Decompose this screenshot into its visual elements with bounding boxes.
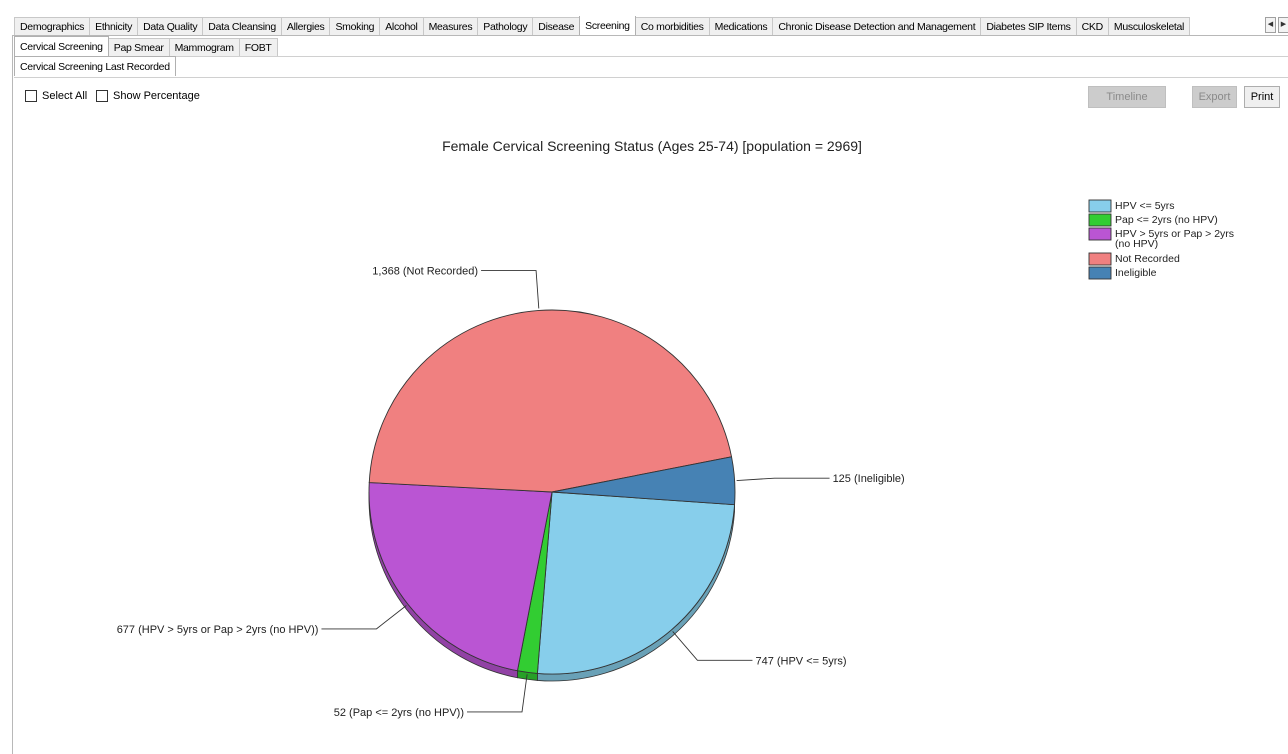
leader-line bbox=[467, 674, 528, 713]
data-label: 747 (HPV <= 5yrs) bbox=[755, 655, 846, 667]
leader-line bbox=[672, 631, 753, 661]
data-label: 52 (Pap <= 2yrs (no HPV)) bbox=[334, 707, 464, 719]
show-percentage-checkbox[interactable]: Show Percentage bbox=[96, 90, 200, 102]
tab-pathology[interactable]: Pathology bbox=[477, 17, 534, 35]
select-all-checkbox[interactable]: Select All bbox=[25, 90, 87, 102]
chart-legend: HPV <= 5yrs Pap <= 2yrs (no HPV) HPV > 5yr… bbox=[1088, 199, 1234, 280]
timeline-button[interactable]: Timeline bbox=[1088, 86, 1166, 108]
leader-line bbox=[321, 605, 407, 630]
tab-ckd[interactable]: CKD bbox=[1075, 17, 1109, 35]
legend-label: HPV > 5yrs or Pap > 2yrs bbox=[1115, 228, 1234, 240]
data-label: 677 (HPV > 5yrs or Pap > 2yrs (no HPV)) bbox=[117, 624, 319, 636]
tab-diabetes-sip-items[interactable]: Diabetes SIP Items bbox=[980, 17, 1077, 35]
tab-ethnicity[interactable]: Ethnicity bbox=[89, 17, 139, 35]
checkbox-box[interactable] bbox=[96, 90, 108, 102]
cervical-tab-bar: Cervical Screening Last Recorded bbox=[14, 56, 176, 76]
export-button[interactable]: Export bbox=[1192, 86, 1237, 108]
pie-slice-ineligible[interactable] bbox=[551, 456, 736, 506]
tab-scroll-left-button[interactable]: ◀ bbox=[1265, 17, 1276, 33]
subtab-cervical-screening[interactable]: Cervical Screening bbox=[14, 36, 109, 56]
frame-border bbox=[12, 35, 13, 754]
legend-label: Not Recorded bbox=[1115, 253, 1180, 265]
tab-allergies[interactable]: Allergies bbox=[280, 17, 331, 35]
show-percentage-label: Show Percentage bbox=[113, 90, 200, 102]
legend-swatch bbox=[1088, 199, 1112, 213]
print-button[interactable]: Print bbox=[1244, 86, 1280, 108]
tab-scroll-right-button[interactable]: ▶ bbox=[1278, 17, 1288, 33]
tab-data-cleansing[interactable]: Data Cleansing bbox=[202, 17, 282, 35]
tab-smoking[interactable]: Smoking bbox=[329, 17, 381, 35]
leader-line bbox=[481, 270, 540, 309]
legend-swatch bbox=[1088, 213, 1112, 227]
checkbox-box[interactable] bbox=[25, 90, 37, 102]
pie-slice-hpv-5yrs[interactable] bbox=[536, 491, 736, 675]
pie-slice-not-recorded[interactable] bbox=[368, 309, 733, 493]
tab-data-quality[interactable]: Data Quality bbox=[137, 17, 204, 35]
chart-title: Female Cervical Screening Status (Ages 2… bbox=[442, 138, 862, 154]
subtab-fobt[interactable]: FOBT bbox=[238, 38, 278, 56]
select-all-label: Select All bbox=[42, 90, 88, 102]
screening-tab-bar: Cervical Screening Pap Smear Mammogram FOBT bbox=[14, 36, 278, 56]
data-label: 1,368 (Not Recorded) bbox=[372, 266, 478, 278]
subtab-mammogram[interactable]: Mammogram bbox=[168, 38, 240, 56]
tab-medications[interactable]: Medications bbox=[708, 17, 774, 35]
leader-line bbox=[736, 477, 830, 481]
tab-divider bbox=[14, 56, 1288, 57]
legend-swatch bbox=[1088, 252, 1112, 266]
data-label: 125 (Ineligible) bbox=[833, 473, 905, 485]
tab-chronic-disease-detection-and-management[interactable]: Chronic Disease Detection and Management bbox=[772, 17, 982, 35]
pie-slice-hpv-5yrs-or-pap-2yrs-no-hpv[interactable] bbox=[368, 482, 553, 672]
legend-label: Ineligible bbox=[1115, 267, 1157, 279]
legend-swatch bbox=[1088, 227, 1112, 241]
tab-alcohol[interactable]: Alcohol bbox=[379, 17, 424, 35]
subtab-cervical-screening-last-recorded[interactable]: Cervical Screening Last Recorded bbox=[14, 56, 176, 76]
tab-screening[interactable]: Screening bbox=[579, 16, 636, 35]
tab-co-morbidities[interactable]: Co morbidities bbox=[634, 17, 710, 35]
pie-slices bbox=[368, 309, 736, 675]
tab-measures[interactable]: Measures bbox=[422, 17, 479, 35]
pie-labels: 747 (HPV <= 5yrs) 52 (Pap <= 2yrs (no HPV… bbox=[117, 266, 905, 719]
tab-divider bbox=[12, 35, 1288, 36]
legend-label: Pap <= 2yrs (no HPV) bbox=[1115, 214, 1218, 226]
legend-label: HPV <= 5yrs bbox=[1115, 200, 1175, 212]
legend-label: (no HPV) bbox=[1115, 238, 1158, 250]
tab-divider bbox=[14, 77, 1288, 78]
tab-demographics[interactable]: Demographics bbox=[14, 17, 91, 35]
tab-musculoskeletal[interactable]: Musculoskeletal bbox=[1107, 17, 1191, 35]
legend-swatch bbox=[1088, 266, 1112, 280]
main-tab-bar: Demographics Ethnicity Data Quality Data Cl… bbox=[14, 16, 1274, 35]
